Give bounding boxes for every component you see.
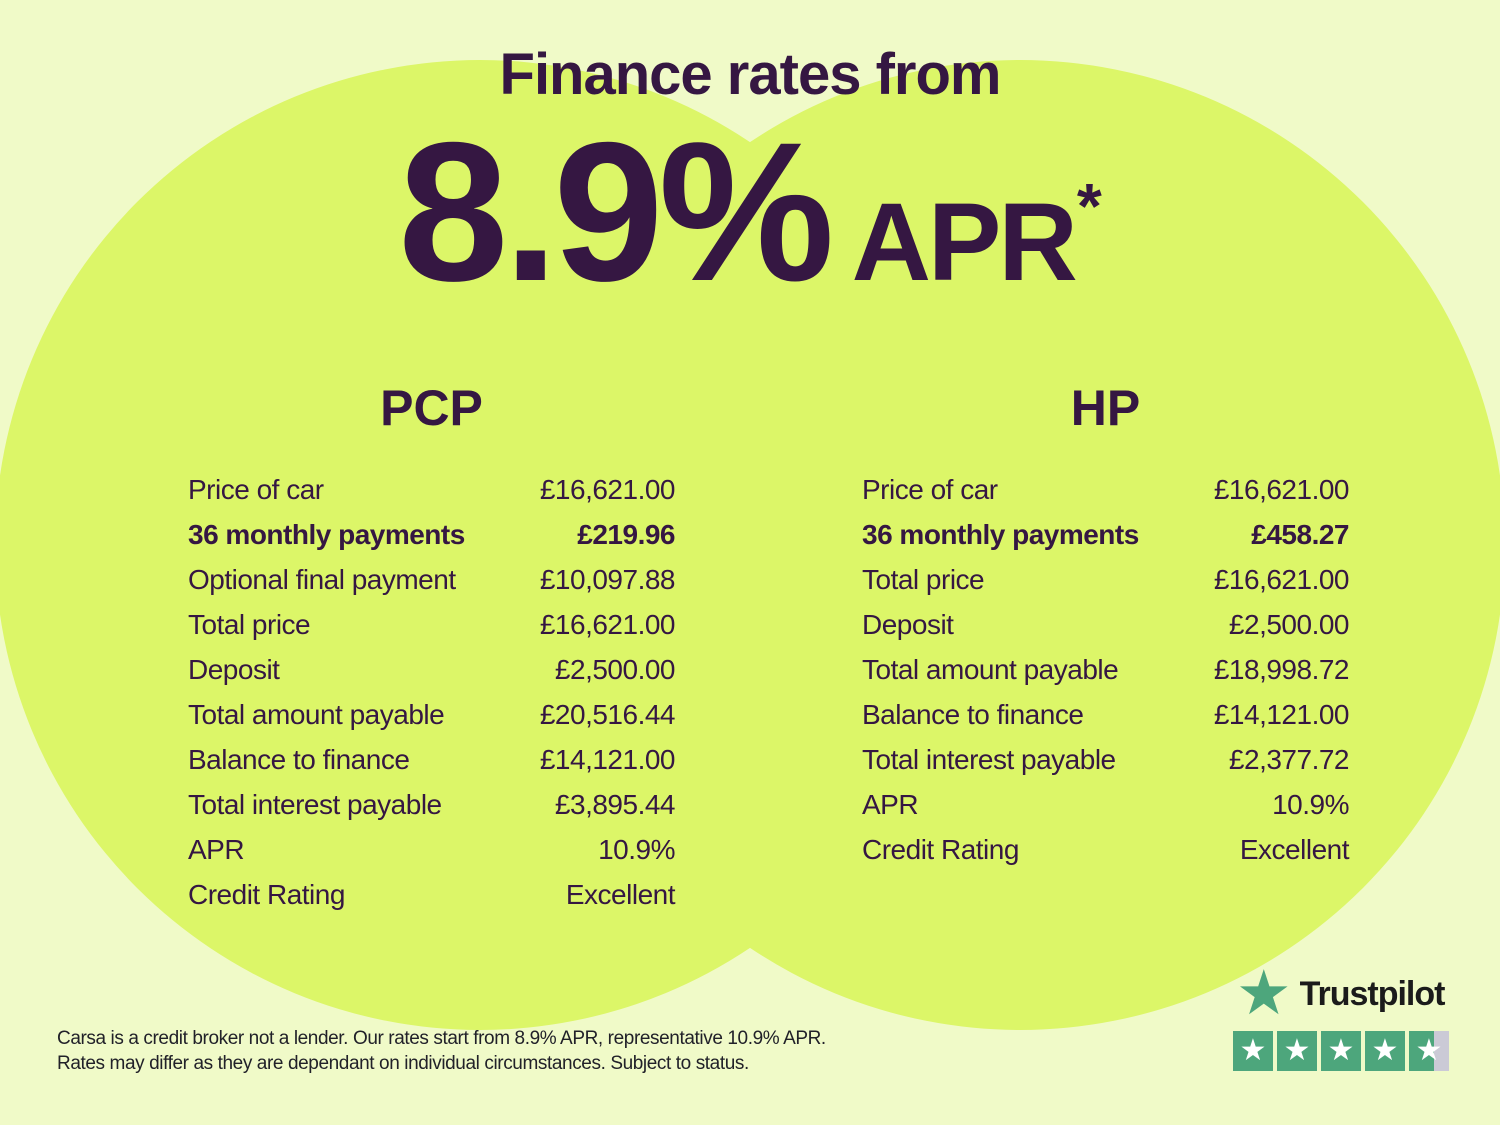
row-value: £16,621.00 (1213, 473, 1350, 505)
table-row: Total amount payable £20,516.44 (188, 692, 676, 737)
table-row: Total interest payable £3,895.44 (188, 782, 676, 827)
row-label: Optional final payment (188, 563, 456, 595)
star-icon: ★ (1283, 1034, 1311, 1067)
row-value: £14,121.00 (1213, 698, 1350, 730)
row-value: £2,500.00 (554, 653, 676, 685)
row-label: APR (862, 788, 919, 820)
table-row: 36 monthly payments £458.27 (862, 512, 1349, 557)
row-value: Excellent (565, 878, 676, 910)
table-row: 36 monthly payments £219.96 (188, 512, 675, 557)
rating-star-box: ★ (1409, 1031, 1449, 1071)
pcp-table: PCP Price of car £16,621.00 36 monthly p… (188, 380, 676, 917)
row-label: Credit Rating (862, 833, 1019, 865)
table-row: APR 10.9% (188, 827, 675, 872)
hp-heading: HP (1070, 380, 1141, 436)
headline-rate: 8.9% APR* (0, 113, 1500, 311)
row-label: APR (188, 833, 245, 865)
star-icon: ★ (1327, 1034, 1355, 1067)
table-row: Total amount payable £18,998.72 (862, 647, 1350, 692)
row-label: Total interest payable (188, 788, 442, 820)
table-row: Balance to finance £14,121.00 (862, 692, 1350, 737)
disclaimer-line-1: Carsa is a credit broker not a lender. O… (57, 1028, 826, 1049)
table-row: Credit Rating Excellent (188, 872, 676, 917)
table-row: Balance to finance £14,121.00 (188, 737, 676, 782)
row-label: Price of car (188, 473, 324, 505)
row-value: £16,621.00 (539, 473, 676, 505)
table-row: Price of car £16,621.00 (862, 467, 1350, 512)
row-value: £14,121.00 (539, 743, 676, 775)
row-label: Total amount payable (188, 698, 445, 730)
rate-footnote-asterisk: * (1076, 170, 1102, 242)
star-icon: ★ (1415, 1034, 1443, 1067)
rating-star-box: ★ (1277, 1031, 1317, 1071)
row-label: Balance to finance (188, 743, 410, 775)
row-value: £10,097.88 (539, 563, 676, 595)
table-row: Total interest payable £2,377.72 (862, 737, 1350, 782)
rate-unit: APR (851, 181, 1078, 304)
star-icon: ★ (1239, 1034, 1267, 1067)
table-row: Deposit £2,500.00 (862, 602, 1350, 647)
star-icon: ★ (1371, 1034, 1399, 1067)
trustpilot-wordmark: Trustpilot (1299, 974, 1446, 1013)
row-value: £16,621.00 (1213, 563, 1350, 595)
rate-value: 8.9% (398, 101, 834, 322)
trustpilot-star-icon: ★ (1236, 959, 1292, 1028)
table-row: APR 10.9% (862, 782, 1349, 827)
row-label: 36 monthly payments (188, 518, 465, 550)
table-row: Price of car £16,621.00 (188, 467, 676, 512)
row-label: Total amount payable (862, 653, 1119, 685)
row-label: Balance to finance (862, 698, 1084, 730)
disclaimer: Carsa is a credit broker not a lender. O… (57, 1026, 826, 1076)
pcp-rows: Price of car £16,621.00 36 monthly payme… (188, 467, 676, 917)
pcp-heading: PCP (380, 380, 483, 436)
trustpilot-logo: ★ Trustpilot (1236, 959, 1446, 1028)
hp-rows: Price of car £16,621.00 36 monthly payme… (862, 467, 1350, 872)
rating-star-box: ★ (1233, 1031, 1273, 1071)
trustpilot-rating-stars: ★ ★ ★ ★ ★ (1233, 1031, 1449, 1071)
hp-table: HP Price of car £16,621.00 36 monthly pa… (862, 380, 1350, 872)
row-label: Total price (188, 608, 311, 640)
page-title: Finance rates from (499, 42, 1002, 107)
row-value: 10.9% (1272, 788, 1349, 820)
row-label: Total price (862, 563, 985, 595)
rating-star-box: ★ (1321, 1031, 1361, 1071)
background-circle-right (535, 60, 1500, 1030)
table-row: Total price £16,621.00 (188, 602, 676, 647)
row-value: £2,500.00 (1228, 608, 1350, 640)
disclaimer-line-2: Rates may differ as they are dependant o… (57, 1053, 749, 1074)
row-value: £16,621.00 (539, 608, 676, 640)
row-value: Excellent (1239, 833, 1350, 865)
row-value: £219.96 (577, 518, 675, 550)
row-value: £458.27 (1251, 518, 1349, 550)
row-label: Price of car (862, 473, 998, 505)
row-label: 36 monthly payments (862, 518, 1139, 550)
row-value: 10.9% (598, 833, 675, 865)
row-value: £3,895.44 (554, 788, 676, 820)
row-label: Credit Rating (188, 878, 345, 910)
table-row: Total price £16,621.00 (862, 557, 1350, 602)
rating-star-box: ★ (1365, 1031, 1405, 1071)
table-row: Credit Rating Excellent (862, 827, 1350, 872)
row-value: £18,998.72 (1213, 653, 1350, 685)
row-label: Total interest payable (862, 743, 1116, 775)
row-label: Deposit (862, 608, 954, 640)
table-row: Deposit £2,500.00 (188, 647, 676, 692)
table-row: Optional final payment £10,097.88 (188, 557, 676, 602)
row-value: £20,516.44 (539, 698, 676, 730)
row-label: Deposit (188, 653, 280, 685)
row-value: £2,377.72 (1228, 743, 1350, 775)
